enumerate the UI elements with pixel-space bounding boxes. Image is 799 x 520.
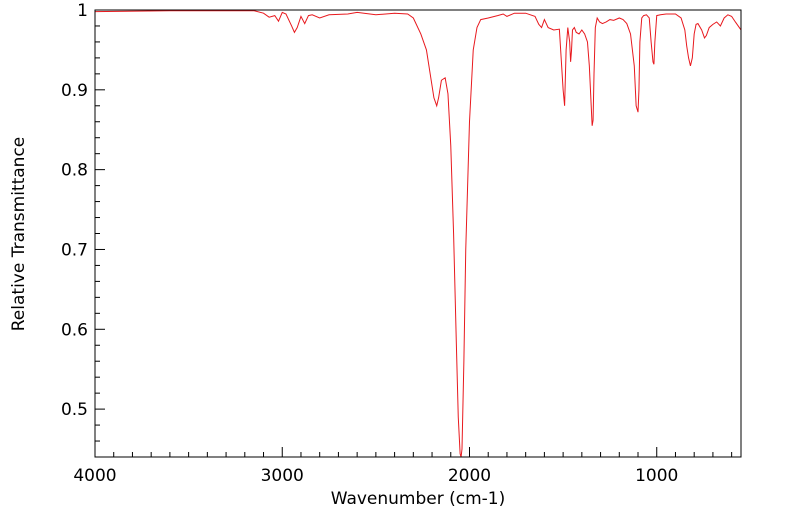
y-tick-label: 0.5 [61,400,88,420]
y-tick-label: 0.7 [61,240,88,260]
x-axis-label: Wavenumber (cm-1) [331,489,506,509]
y-tick-label: 0.8 [61,161,88,181]
y-minor-ticks [95,25,100,458]
x-minor-ticks [113,452,733,457]
y-axis-ticks: 0.5 0.6 0.7 0.8 0.9 1 [61,1,105,420]
plot-background [95,10,741,457]
x-tick-label: 2000 [448,466,491,486]
x-tick-label: 4000 [73,466,116,486]
x-axis-ticks: 4000 3000 2000 1000 [73,447,678,486]
y-tick-label: 1 [77,1,88,21]
x-tick-label: 3000 [261,466,304,486]
plot-frame [94,9,742,458]
x-tick-label: 1000 [635,466,678,486]
y-axis-label: Relative Transmittance [9,137,29,332]
y-tick-label: 0.9 [61,81,88,101]
y-tick-label: 0.6 [61,320,88,340]
series-line [94,10,742,458]
